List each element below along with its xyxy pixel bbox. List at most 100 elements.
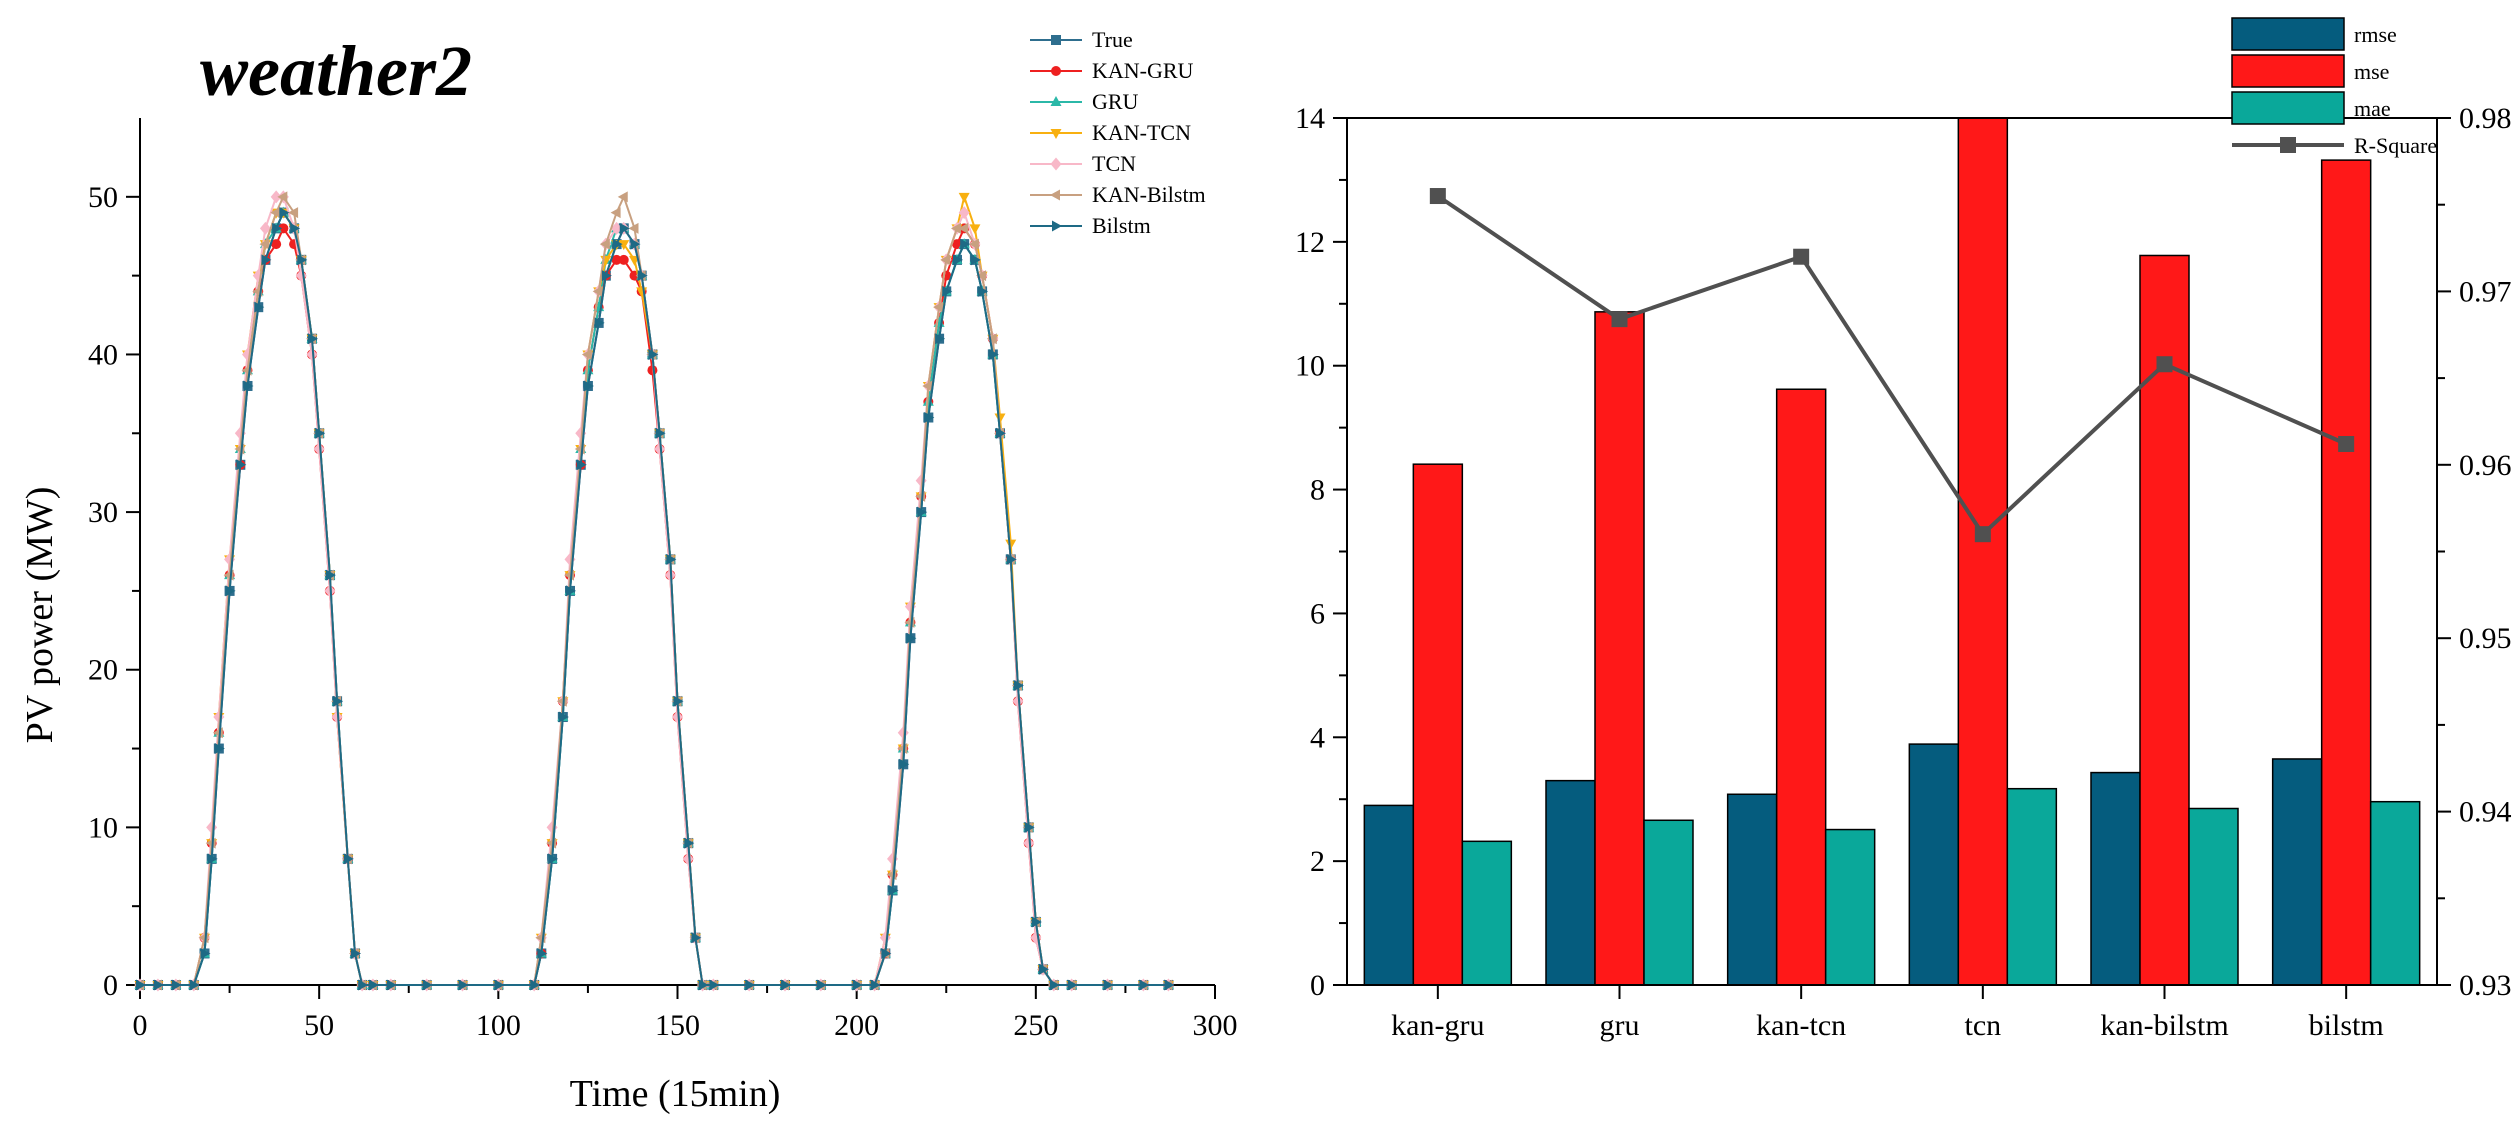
x-tick-label: tcn	[1965, 1009, 2002, 1042]
data-point	[1013, 679, 1024, 691]
data-point	[1039, 963, 1049, 975]
y2-tick-label: 0.95	[2459, 622, 2512, 655]
legend-item: rmse	[2231, 17, 2397, 51]
data-point	[628, 222, 639, 234]
data-point	[953, 254, 963, 266]
r-square-polyline	[1436, 194, 2348, 538]
right-axes: 0 2 4 6 8 10 12 14 0.93 0.94 0.95 0.96 0.97 0.98 kan-g…	[1295, 102, 2512, 1042]
legend-swatch	[2231, 17, 2345, 51]
bar-rmse-bilstm	[2271, 758, 2323, 986]
y-tick-label: 2	[1310, 845, 1325, 878]
y-tick-label: 4	[1310, 721, 1325, 754]
x-tick-label: 50	[304, 1009, 334, 1042]
x-tick-label: 0	[133, 1009, 148, 1042]
data-point	[637, 270, 648, 282]
data-point	[1006, 553, 1017, 565]
data-point	[781, 979, 791, 991]
x-tick-label: 150	[655, 1009, 700, 1042]
x-tick-label: 300	[1193, 1009, 1238, 1042]
x-tick-label: 100	[476, 1009, 521, 1042]
data-point	[655, 427, 666, 439]
legend-marker	[2280, 137, 2296, 153]
legend-label: rmse	[2354, 22, 2397, 47]
data-point	[1049, 979, 1060, 991]
data-point	[576, 459, 587, 471]
legend-label: GRU	[1092, 89, 1139, 114]
y2-tick-label: 0.97	[2459, 275, 2512, 308]
data-point	[1164, 979, 1175, 991]
y-tick-label: 40	[88, 338, 118, 371]
y2-tick-label: 0.96	[2459, 449, 2512, 482]
data-point	[630, 238, 641, 250]
series-kan-bilstm	[134, 191, 1173, 991]
x-tick-label: gru	[1600, 1009, 1640, 1042]
data-point	[601, 270, 612, 282]
data-point	[899, 758, 910, 770]
data-point	[243, 380, 254, 392]
legend-marker	[1050, 189, 1060, 201]
data-point	[617, 191, 628, 203]
data-point	[618, 240, 630, 251]
data-point	[852, 979, 863, 991]
data-point	[599, 238, 610, 250]
data-point	[672, 710, 683, 724]
bar-mae-kan-tcn	[1824, 828, 1876, 986]
legend-marker	[1050, 157, 1062, 171]
legend-label: True	[1092, 27, 1133, 52]
bar-mse-gru	[1594, 311, 1645, 986]
data-point	[530, 979, 541, 991]
data-point	[279, 207, 290, 219]
y2-tick-label: 0.94	[2459, 796, 2512, 829]
data-point	[951, 222, 961, 234]
series-gru	[134, 206, 1174, 989]
data-point	[261, 254, 272, 266]
data-point	[958, 206, 970, 220]
legend-label: TCN	[1092, 151, 1136, 176]
data-point	[684, 837, 695, 849]
y-tick-label: 0	[1310, 969, 1325, 1002]
y-tick-label: 30	[88, 496, 118, 529]
data-point	[888, 884, 899, 896]
data-point	[153, 979, 164, 991]
data-point	[881, 947, 892, 959]
data-point	[612, 238, 623, 250]
left-series-group	[134, 190, 1175, 992]
bar-mse-kan-gru	[1412, 463, 1464, 986]
data-point	[988, 348, 999, 360]
data-point	[648, 348, 659, 360]
data-point	[537, 947, 548, 959]
right-legend: rmse mse mae R-Square	[2231, 17, 2437, 158]
data-point	[1024, 821, 1035, 833]
y-tick-label: 10	[1295, 350, 1325, 383]
y-tick-label: 6	[1310, 597, 1325, 630]
bar-mse-kan-tcn	[1775, 388, 1827, 986]
legend-marker	[1050, 96, 1062, 106]
left-axes: 0 50 100 150 200 250 300 0 10 20 30 40 50	[88, 118, 1238, 1042]
legend-label: mae	[2354, 96, 2391, 121]
x-axis-title: Time (15min)	[570, 1073, 781, 1115]
data-point	[960, 238, 971, 250]
data-point	[618, 254, 629, 265]
data-point	[558, 711, 569, 723]
series-kan-gru	[135, 223, 1174, 990]
data-point	[994, 413, 1006, 424]
data-point	[422, 979, 433, 991]
r-square-point	[2338, 435, 2355, 452]
data-point	[958, 222, 969, 234]
r-square-point	[1611, 311, 1628, 328]
x-tick-label: kan-gru	[1391, 1009, 1484, 1042]
y-tick-label: 14	[1295, 102, 1325, 135]
series-line	[140, 193, 1169, 986]
r-square-point	[2156, 356, 2173, 373]
data-point	[331, 710, 343, 724]
y-tick-label: 12	[1295, 226, 1325, 259]
data-point	[594, 317, 605, 329]
data-point	[1005, 539, 1017, 550]
bar-mse-bilstm	[2320, 159, 2372, 986]
data-point	[368, 979, 379, 991]
data-point	[271, 239, 282, 250]
legend-item: KAN-Bilstm	[1030, 182, 1206, 207]
legend-item: GRU	[1030, 89, 1139, 114]
data-point	[917, 506, 928, 518]
